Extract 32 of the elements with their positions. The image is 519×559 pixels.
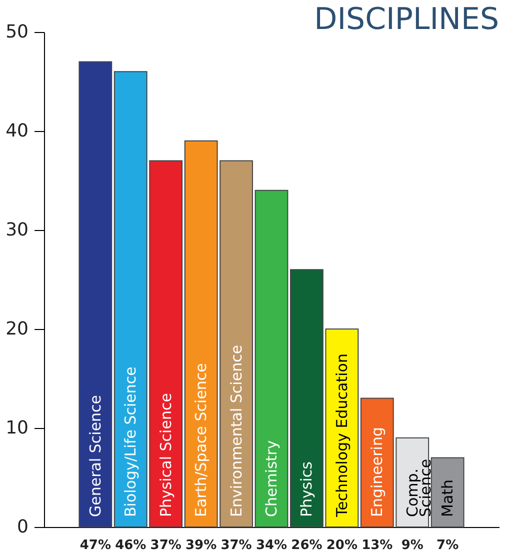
data-label: 9% [401, 538, 424, 553]
data-label: 46% [115, 538, 146, 553]
x-tick-label: Biology/Life Science [122, 366, 140, 517]
y-tick-label: 10 [6, 418, 28, 438]
data-label: 47% [80, 538, 111, 553]
data-label: 37% [150, 538, 182, 553]
y-tick-label: 20 [6, 318, 28, 340]
y-tick-label: 40 [6, 120, 28, 142]
x-tick-label: Engineering [368, 427, 386, 517]
x-tick-label: Physical Science [156, 393, 175, 517]
data-label: 20% [326, 538, 358, 553]
x-tick-label: Comp. Science [403, 458, 434, 517]
x-tick-label: Technology Education [332, 354, 351, 518]
data-label: 37% [220, 538, 252, 553]
y-tick-label: 30 [6, 220, 28, 240]
data-label: 39% [186, 538, 217, 553]
data-label: 13% [362, 538, 393, 553]
data-label: 34% [256, 538, 288, 553]
bar [430, 457, 464, 528]
y-tick-label: 50 [6, 22, 28, 42]
x-tick-label: Math [438, 479, 457, 517]
data-label: 26% [291, 538, 322, 553]
bar [254, 190, 288, 528]
x-tick-label: Environmental Science [227, 344, 246, 517]
bar [78, 61, 112, 528]
y-tick-label: 0 [17, 516, 28, 538]
chart-title: DISCIPLINES [314, 2, 499, 37]
x-tick-label: General Science [86, 394, 104, 517]
x-tick-label: Chemistry [262, 440, 280, 517]
data-label: 7% [436, 538, 459, 553]
x-tick-label: Earth/Space Science [192, 363, 210, 517]
x-tick-label: Physics [298, 461, 316, 517]
